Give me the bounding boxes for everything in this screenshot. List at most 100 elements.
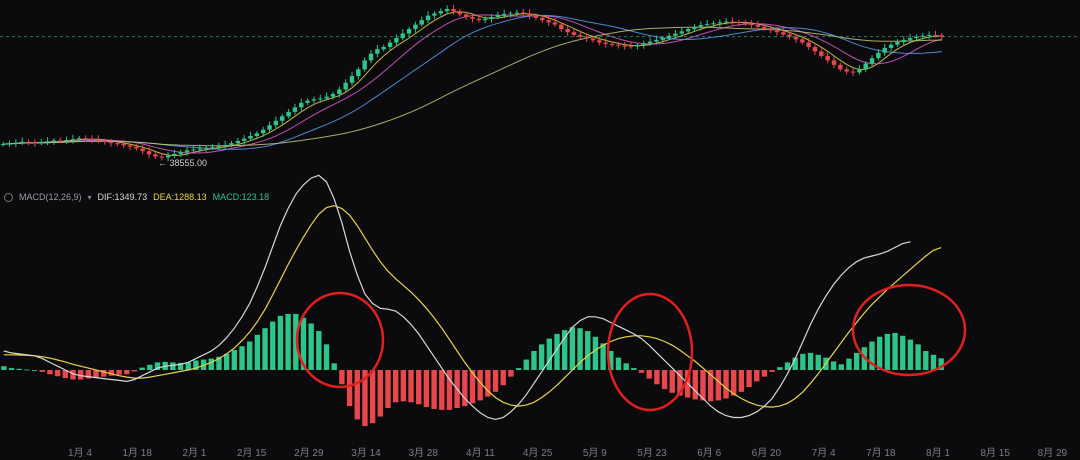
candle-body [812, 46, 818, 52]
macd-legend: MACD(12,26,9) ▾ DIF:1349.73 DEA:1288.13 … [4, 192, 269, 202]
candle-body [552, 22, 558, 25]
candle-body [508, 13, 513, 15]
candle-body [254, 133, 260, 136]
macd-histogram-bar [400, 370, 407, 402]
x-tick-label: 8月 1 [926, 447, 950, 459]
candle-body [165, 155, 171, 158]
macd-histogram-bar [838, 364, 844, 370]
candle-body [267, 125, 272, 130]
candle-body [0, 144, 6, 146]
candle-body [717, 22, 723, 24]
candle-body [869, 58, 875, 64]
candle-body [698, 25, 704, 27]
candle-body [628, 46, 634, 48]
dif-line [3, 174, 911, 421]
candle-body [159, 156, 164, 158]
highlight-circle [295, 291, 385, 389]
chevron-down-icon[interactable]: ▾ [87, 192, 92, 202]
macd-histogram-bar [377, 370, 383, 417]
macd-histogram-bar [938, 358, 944, 370]
x-tick-label: 8月 15 [980, 447, 1010, 459]
candle-body [571, 32, 577, 35]
macd-histogram-bar [815, 354, 821, 370]
candle-body [730, 21, 735, 23]
candle-body [394, 38, 399, 43]
candle-body [191, 149, 196, 151]
candle-body [762, 26, 767, 29]
candle-body [248, 136, 253, 139]
macd-histogram-bar [139, 367, 145, 370]
candle-body [115, 143, 120, 145]
macd-histogram-bar [923, 351, 929, 370]
macd-histogram-bar [185, 362, 191, 370]
x-tick-label: 7月 4 [812, 447, 836, 459]
candle-body [470, 17, 475, 19]
candle-body [413, 24, 418, 30]
macd-histogram-bar [416, 370, 422, 405]
macd-histogram-bar [116, 370, 122, 375]
settings-icon[interactable] [4, 192, 13, 202]
candle-body [184, 150, 190, 153]
x-tick-label: 1月 18 [122, 447, 152, 459]
dea-line [3, 205, 942, 408]
x-tick-label: 5月 9 [583, 447, 607, 459]
candle-body [425, 15, 431, 21]
candle-body [146, 151, 152, 155]
macd-histogram-bar [170, 362, 176, 370]
candle-body [597, 40, 602, 43]
macd-histogram-bar [830, 361, 837, 370]
macd-histogram-bar [669, 370, 675, 393]
candle-body [172, 153, 177, 156]
macd-histogram-bar [85, 370, 92, 379]
candle-body [825, 55, 830, 61]
macd-histogram-bar [346, 370, 353, 407]
candle-body [590, 38, 596, 41]
x-tick-label: 2月 1 [182, 447, 206, 459]
candle-body [58, 140, 63, 142]
candle-body [584, 36, 589, 39]
macd-histogram-bar [900, 335, 906, 370]
macd-histogram-bar [800, 353, 806, 370]
candle-body [32, 142, 38, 144]
macd-histogram-bar [608, 351, 614, 370]
macd-histogram-bar [316, 331, 322, 370]
price-panel [0, 4, 1080, 162]
macd-histogram-bar [600, 343, 606, 370]
candle-body [793, 36, 799, 40]
macd-histogram-bar [546, 338, 553, 370]
x-tick-label: 3月 14 [351, 447, 381, 459]
candle-body [280, 116, 285, 121]
macd-histogram-bar [408, 370, 414, 403]
macd-histogram-bar [930, 354, 937, 370]
macd-histogram-bar [661, 370, 668, 389]
highlight-circle [851, 283, 967, 377]
candle-body [241, 138, 247, 141]
macd-histogram-bar [508, 370, 514, 377]
macd-histogram-bar [8, 368, 15, 370]
candle-body [521, 12, 526, 14]
macd-histogram-bar [631, 368, 637, 370]
macd-histogram-bar [62, 370, 68, 379]
macd-histogram-bar [392, 370, 399, 403]
macd-histogram-bar [31, 370, 38, 371]
macd-histogram-bar [915, 344, 921, 370]
candle-body [324, 96, 329, 99]
macd-histogram-bar [462, 370, 468, 407]
candle-body [463, 14, 469, 17]
macd-histogram-bar [193, 360, 199, 370]
macd-histogram-bar [24, 369, 30, 371]
candle-body [603, 42, 608, 44]
candle-body [45, 141, 50, 143]
macd-histogram-bar [308, 323, 314, 370]
candle-body [888, 44, 894, 48]
candle-body [939, 35, 945, 37]
candle-body [222, 144, 228, 147]
macd-histogram-bar [869, 341, 875, 370]
macd-histogram-bar [77, 370, 84, 380]
macd-histogram-bar [746, 370, 752, 388]
candle-body [914, 36, 919, 39]
macd-histogram-bar [177, 362, 184, 370]
candle-body [679, 31, 685, 34]
candle-body [19, 141, 25, 143]
candle-body [229, 143, 234, 145]
